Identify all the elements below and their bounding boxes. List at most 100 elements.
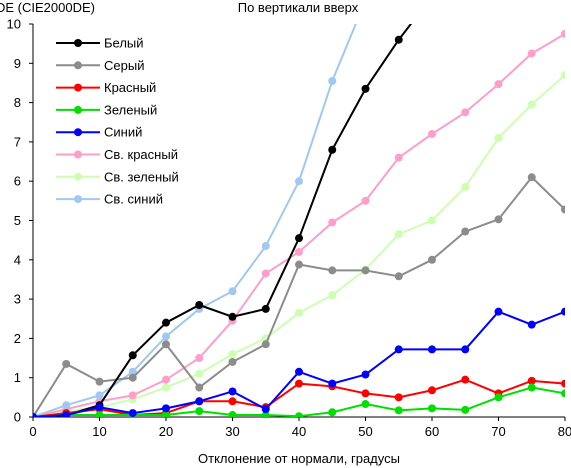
data-point	[195, 369, 204, 378]
data-point	[95, 411, 104, 417]
data-point	[527, 173, 536, 182]
data-point	[162, 411, 170, 417]
legend-swatch-marker	[74, 61, 82, 70]
data-point	[261, 269, 270, 278]
data-point	[361, 400, 370, 409]
data-point	[527, 320, 536, 329]
y-tick-label: 9	[14, 56, 21, 71]
x-tick-label: 70	[491, 424, 505, 439]
data-point	[33, 413, 37, 417]
data-point	[527, 49, 536, 58]
y-tick-label: 5	[14, 213, 21, 228]
data-point	[461, 183, 470, 192]
data-point	[228, 387, 237, 396]
data-point	[461, 375, 470, 384]
legend-label: Белый	[104, 36, 144, 51]
y-axis-label: DE (CIE2000DE)	[0, 0, 95, 15]
data-point	[527, 100, 536, 109]
data-point	[195, 383, 204, 392]
data-point	[561, 389, 565, 398]
data-point	[295, 308, 303, 317]
data-point	[394, 345, 403, 354]
data-point	[295, 412, 303, 417]
y-tick-label: 4	[14, 252, 21, 267]
y-tick-label: 10	[7, 17, 21, 32]
data-point	[361, 389, 370, 398]
data-point	[527, 376, 536, 385]
data-point	[494, 215, 503, 224]
data-point	[328, 291, 337, 300]
data-point	[261, 405, 270, 414]
data-point	[428, 216, 436, 225]
data-point	[228, 312, 237, 321]
legend-swatch-marker	[74, 172, 82, 181]
legend-swatch-marker	[74, 128, 82, 137]
data-point	[195, 397, 204, 406]
series-line	[33, 310, 565, 417]
x-tick-label: 10	[92, 424, 106, 439]
data-point	[95, 391, 104, 400]
data-point	[261, 242, 270, 251]
series-2	[33, 173, 565, 417]
legend-label: Синий	[104, 125, 142, 140]
data-point	[428, 386, 436, 395]
y-tick-label: 3	[14, 292, 21, 307]
data-point	[295, 234, 303, 243]
legend-item: Св. красный	[56, 147, 178, 162]
y-tick-label: 8	[14, 95, 21, 110]
data-point	[228, 397, 237, 406]
data-point	[428, 404, 436, 413]
y-tick-label: 6	[14, 174, 21, 189]
legend-label: Св. синий	[104, 192, 163, 207]
data-point	[328, 379, 337, 388]
data-point	[128, 409, 137, 417]
data-point	[162, 375, 170, 384]
data-point	[328, 76, 337, 85]
series-5	[33, 307, 565, 417]
legend-label: Зеленый	[104, 102, 157, 117]
data-point	[295, 260, 303, 269]
data-point	[261, 340, 270, 349]
legend-item: Св. синий	[56, 192, 163, 207]
data-point	[295, 367, 303, 376]
data-point	[328, 266, 337, 275]
data-point	[561, 205, 565, 214]
data-point	[394, 272, 403, 281]
legend: Белый Серый Красный Зеленый Синий Св. красный…	[56, 36, 179, 207]
data-point	[95, 403, 104, 412]
legend-item: Серый	[56, 58, 144, 73]
data-point	[62, 359, 71, 368]
data-point	[428, 255, 436, 264]
data-point	[461, 227, 470, 236]
data-point	[394, 406, 403, 415]
data-point	[228, 411, 237, 417]
legend-label: Красный	[104, 80, 156, 95]
legend-label: Св. красный	[104, 147, 178, 162]
data-point	[494, 80, 503, 89]
data-point	[295, 177, 303, 186]
x-axis-label: Отклонение от нормали, градусы	[198, 451, 400, 466]
legend-swatch-marker	[74, 150, 82, 159]
data-point	[228, 357, 237, 366]
x-tick-label: 20	[159, 424, 173, 439]
legend-label: Св. зеленый	[104, 169, 179, 184]
data-point	[362, 0, 370, 4]
data-point	[128, 351, 137, 360]
data-point	[461, 405, 470, 414]
data-point	[295, 379, 303, 388]
data-point	[494, 393, 503, 402]
data-point	[195, 407, 204, 416]
axes: 0 1 2 3 4 5 6 7 8 9 10 0 10 20 30 40 50 60 70 80	[7, 17, 571, 440]
legend-swatch-marker	[74, 83, 82, 92]
data-point	[428, 345, 436, 354]
y-tick-label: 0	[14, 410, 21, 425]
data-point	[162, 332, 170, 341]
data-point	[128, 373, 137, 382]
data-point	[295, 247, 303, 256]
legend-swatch-marker	[74, 195, 82, 204]
data-point	[162, 404, 170, 413]
data-point	[361, 84, 370, 93]
x-tick-label: 40	[292, 424, 306, 439]
legend-item: Синий	[56, 125, 142, 140]
